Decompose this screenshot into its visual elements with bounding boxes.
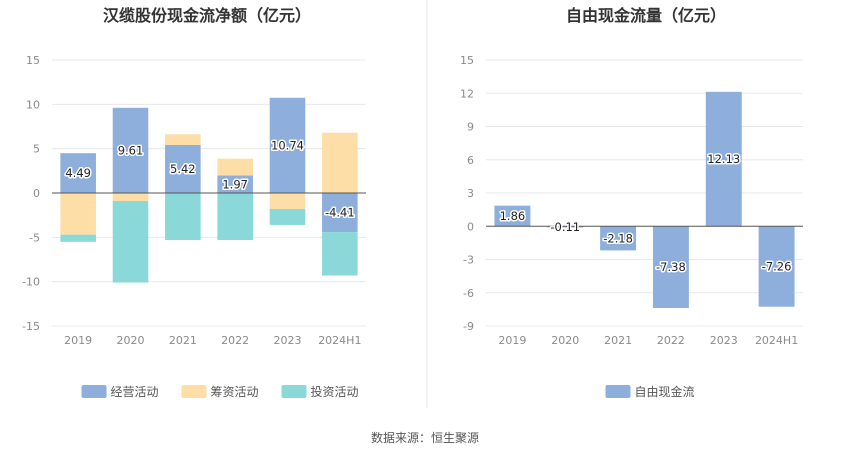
- x-tick-label: 2019: [64, 334, 92, 347]
- bar-3: [165, 193, 201, 240]
- data-label: -0.11: [550, 220, 580, 234]
- bar-1: [652, 226, 689, 309]
- data-label: 5.42: [170, 162, 196, 176]
- y-tick-label: 3: [467, 187, 474, 200]
- bar-3: [60, 234, 96, 242]
- bar-2: [112, 193, 149, 201]
- bar-3: [269, 208, 306, 225]
- data-label: 9.61: [118, 143, 144, 157]
- bar-1: [217, 175, 253, 193]
- bar-3: [217, 193, 253, 240]
- bar-1: [269, 97, 306, 193]
- data-label: -7.26: [762, 259, 792, 273]
- bar-2: [322, 132, 358, 193]
- y-tick-label: 0: [467, 220, 474, 233]
- y-tick-label: 0: [33, 187, 40, 200]
- y-tick-label: -9: [463, 320, 474, 333]
- bar-1: [494, 205, 531, 227]
- right-chart-title: 自由现金流量（亿元）: [566, 6, 726, 25]
- x-tick-label: 2024H1: [755, 334, 798, 347]
- legend-swatch: [605, 385, 631, 398]
- x-tick-label: 2022: [657, 334, 685, 347]
- bar-1: [705, 91, 742, 227]
- legend-swatch: [181, 385, 207, 398]
- y-tick-label: 10: [26, 98, 40, 111]
- legend-swatch: [281, 385, 307, 398]
- bar-1: [600, 226, 637, 251]
- x-tick-label: 2021: [169, 334, 197, 347]
- bar-3: [322, 232, 358, 276]
- x-tick-label: 2023: [710, 334, 738, 347]
- bar-1: [322, 193, 358, 233]
- y-tick-label: 15: [26, 54, 40, 67]
- y-tick-label: 6: [467, 154, 474, 167]
- x-tick-label: 2020: [551, 334, 579, 347]
- legend-swatch: [81, 385, 107, 398]
- bar-2: [60, 193, 96, 235]
- bar-1: [758, 226, 795, 307]
- data-label: 1.86: [500, 209, 526, 223]
- x-tick-label: 2023: [274, 334, 302, 347]
- data-label: -2.18: [603, 231, 633, 245]
- bar-1: [165, 144, 201, 193]
- bar-3: [112, 200, 149, 283]
- data-label: -7.38: [656, 260, 686, 274]
- left-chart: 15 10 5 0 -5 -10 -15 2019 2020 2021 2022 2023 2024H1…: [22, 54, 366, 399]
- x-tick-label: 2022: [221, 334, 249, 347]
- legend-label: 自由现金流: [635, 384, 695, 399]
- data-label: 12.13: [707, 152, 740, 166]
- y-tick-label: -10: [22, 276, 40, 289]
- bar-2: [165, 134, 201, 145]
- y-tick-label: 15: [460, 54, 474, 67]
- y-tick-label: 5: [33, 143, 40, 156]
- x-tick-label: 2024H1: [318, 334, 361, 347]
- source-note: 数据来源：恒生聚源: [371, 430, 479, 445]
- data-label: 1.97: [222, 177, 248, 191]
- bar-2: [217, 158, 253, 176]
- x-tick-label: 2020: [117, 334, 145, 347]
- data-label: 10.74: [271, 138, 304, 152]
- legend-label: 经营活动: [111, 385, 159, 399]
- legend-label: 投资活动: [311, 384, 359, 399]
- y-tick-label: 12: [460, 87, 474, 100]
- data-label: -4.41: [325, 206, 355, 220]
- right-chart: 15 12 9 6 3 0 -3 -6 -9 2019 2020 2021 2022 2023 2024H1…: [460, 54, 803, 399]
- bar-1: [547, 226, 584, 228]
- bar-1: [112, 107, 149, 193]
- y-tick-label: -6: [463, 287, 474, 300]
- y-tick-label: -5: [29, 231, 40, 244]
- legend-label: 筹资活动: [211, 385, 259, 399]
- x-tick-label: 2021: [604, 334, 632, 347]
- data-label: 4.49: [65, 166, 91, 180]
- bar-2: [269, 193, 306, 209]
- left-chart-title: 汉缆股份现金流净额（亿元）: [103, 6, 311, 25]
- y-tick-label: -15: [22, 320, 40, 333]
- bar-1: [60, 153, 96, 193]
- x-tick-label: 2019: [498, 334, 526, 347]
- y-tick-label: 9: [467, 121, 474, 134]
- y-tick-label: -3: [463, 254, 474, 267]
